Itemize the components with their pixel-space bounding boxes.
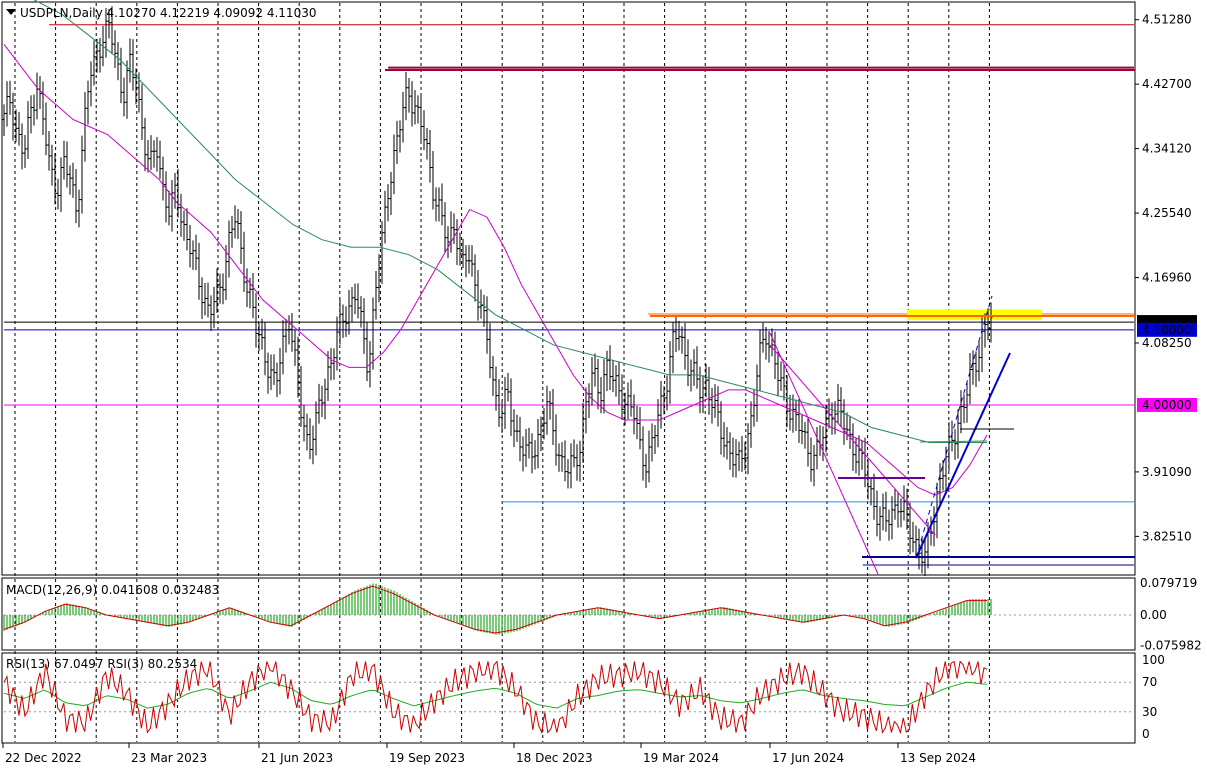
x-tick-label: 19 Sep 2023 xyxy=(389,751,465,765)
horizontal-lines xyxy=(4,24,1134,566)
macd-tick-label: 0.079719 xyxy=(1140,576,1197,590)
highlight-zone xyxy=(907,309,1042,321)
y-tick-label: 4.25540 xyxy=(1142,206,1192,220)
moving-average-line xyxy=(3,43,988,496)
x-tick-label: 19 Mar 2024 xyxy=(643,751,719,765)
trend-line-dashed xyxy=(915,295,993,559)
y-tick-label: 4.34120 xyxy=(1142,142,1192,156)
price-label-bg xyxy=(1137,397,1197,412)
moving-averages xyxy=(3,0,988,496)
short-level xyxy=(919,440,988,443)
macd-tick-label: 0.00 xyxy=(1140,608,1167,622)
y-tick-label: 4.42700 xyxy=(1142,77,1192,91)
y-tick-label: 4.51280 xyxy=(1142,13,1192,27)
x-tick-label: 21 Jun 2023 xyxy=(261,751,333,765)
macd-title: MACD(12,26,9) 0.041608 0.032483 xyxy=(6,583,219,597)
rsi-tick-label: 100 xyxy=(1142,653,1165,667)
chart-title: USDPLN,Daily 4.10270 4.12219 4.09092 4.1… xyxy=(20,6,316,20)
rsi-tick-label: 0 xyxy=(1142,727,1150,741)
channel-line xyxy=(769,344,936,536)
price-label: 4.10000 xyxy=(1142,323,1192,337)
collapse-triangle-icon[interactable] xyxy=(6,9,16,15)
x-tick-label: 23 Mar 2023 xyxy=(131,751,207,765)
rsi-series xyxy=(3,660,1134,735)
price-label: 4.00000 xyxy=(1142,398,1192,412)
trend-line-up xyxy=(915,352,1011,559)
y-tick-label: 4.08250 xyxy=(1142,336,1192,350)
x-tick-label: 17 Jun 2024 xyxy=(772,751,844,765)
channel-line xyxy=(769,332,879,575)
macd-signal-line xyxy=(3,585,987,634)
x-tick-label: 22 Dec 2022 xyxy=(5,751,82,765)
rsi-line xyxy=(3,681,988,709)
rsi-tick-label: 70 xyxy=(1142,675,1157,689)
trend-lines xyxy=(385,69,1135,575)
x-axis: 22 Dec 2022 23 Mar 2023 21 Jun 2023 19 Sep … xyxy=(2,743,976,765)
y-axis: 4.51280 4.42700 4.34120 4.25540 4.16960 4.082… xyxy=(1135,13,1202,741)
y-tick-label: 4.16960 xyxy=(1142,271,1192,285)
rsi-title: RSI(13) 67.0497 RSI(3) 80.2534 xyxy=(6,657,197,671)
macd-series xyxy=(3,583,1134,635)
price-label-bg xyxy=(1137,322,1197,337)
x-tick-label: 18 Dec 2023 xyxy=(516,751,593,765)
moving-average-line xyxy=(33,0,987,443)
y-tick-label: 3.82510 xyxy=(1142,529,1192,543)
highlight-rect xyxy=(907,309,1042,321)
main-pane xyxy=(1,1,1136,576)
y-tick-label: 3.91090 xyxy=(1142,465,1192,479)
x-tick-label: 13 Sep 2024 xyxy=(900,751,976,765)
rsi-line xyxy=(3,660,988,735)
rsi-tick-label: 30 xyxy=(1142,705,1157,719)
macd-tick-label: -0.075982 xyxy=(1140,638,1202,652)
